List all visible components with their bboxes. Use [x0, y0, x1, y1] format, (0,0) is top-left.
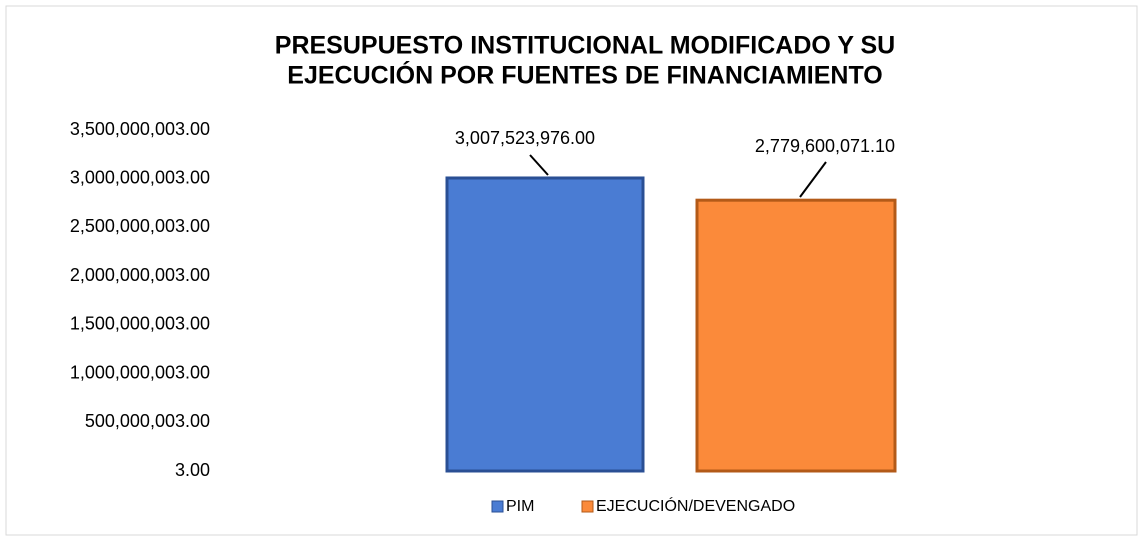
y-tick-label: 2,000,000,003.00 — [70, 265, 210, 285]
y-tick-label: 500,000,003.00 — [85, 411, 210, 431]
leader-line — [529, 154, 549, 176]
y-tick-label: 3,000,000,003.00 — [70, 167, 210, 187]
y-tick-label: 1,000,000,003.00 — [70, 362, 210, 382]
legend-label: PIM — [506, 498, 534, 515]
y-tick-label: 2,500,000,003.00 — [70, 216, 210, 236]
legend-swatch — [491, 500, 504, 513]
y-tick-label: 3,500,000,003.00 — [70, 119, 210, 139]
legend-label: EJECUCIÓN/DEVENGADO — [596, 496, 795, 515]
data-label: 3,007,523,976.00 — [455, 128, 595, 148]
y-tick-label: 3.00 — [175, 460, 210, 480]
bar — [445, 176, 645, 473]
y-tick-label: 1,500,000,003.00 — [70, 314, 210, 334]
legend-swatch — [581, 500, 594, 513]
chart-title: PRESUPUESTO INSTITUCIONAL MODIFICADO Y S… — [275, 32, 895, 60]
data-label: 2,779,600,071.10 — [755, 136, 895, 156]
bar — [695, 198, 897, 473]
leader-line — [799, 161, 827, 198]
chart-title: EJECUCIÓN POR FUENTES DE FINANCIAMIENTO — [287, 60, 882, 90]
